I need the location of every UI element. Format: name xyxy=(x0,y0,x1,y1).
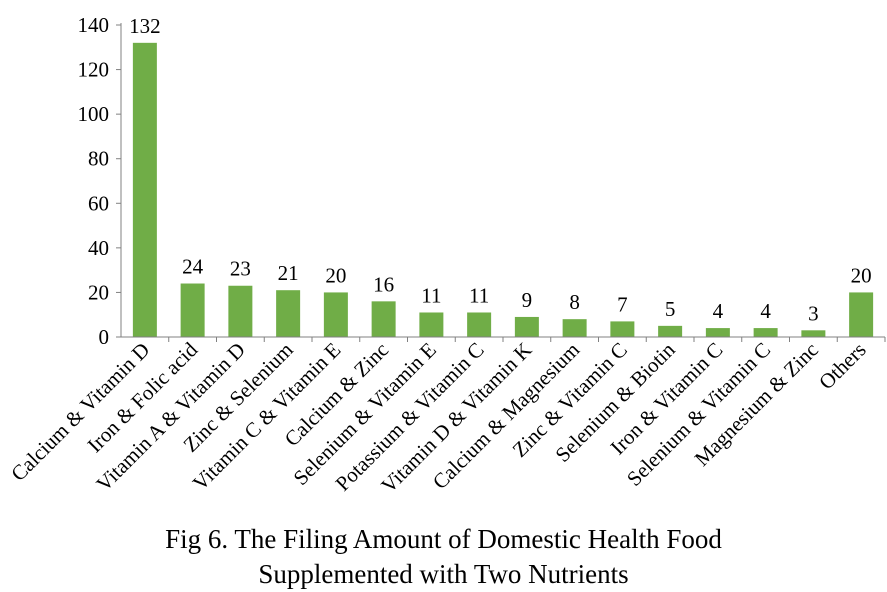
bar xyxy=(276,290,301,337)
y-tick-label: 100 xyxy=(78,102,110,126)
bar xyxy=(180,283,205,337)
bar xyxy=(753,328,778,337)
data-label: 4 xyxy=(713,299,724,323)
bar xyxy=(371,301,396,337)
figure-caption: Fig 6. The Filing Amount of Domestic Hea… xyxy=(0,522,887,592)
y-tick-label: 120 xyxy=(78,58,110,82)
data-label: 11 xyxy=(421,283,441,307)
data-label: 20 xyxy=(851,263,872,287)
bar xyxy=(610,321,635,337)
bar xyxy=(323,292,348,337)
y-tick-label: 80 xyxy=(88,147,109,171)
bars xyxy=(132,42,874,337)
bar xyxy=(132,42,157,337)
y-tick-label: 0 xyxy=(99,325,110,349)
y-tick-label: 20 xyxy=(88,280,109,304)
bar xyxy=(562,319,587,337)
data-label: 21 xyxy=(278,261,299,285)
data-label: 7 xyxy=(617,292,628,316)
bar xyxy=(467,312,492,337)
x-category-label: Others xyxy=(814,338,871,395)
data-label: 132 xyxy=(129,14,161,38)
y-tick-label: 140 xyxy=(78,13,110,37)
data-label: 16 xyxy=(373,272,394,296)
data-label: 4 xyxy=(760,299,771,323)
bar xyxy=(801,330,826,337)
data-labels: 132 24 23 21 20 16 11 11 9 8 7 5 4 4 3 20 xyxy=(129,14,872,325)
data-label: 3 xyxy=(808,301,819,325)
bar xyxy=(419,312,444,337)
bar-chart: 0 20 40 60 80 100 120 140 132 24 23 21 20 16 11 11 9 8 7 5… xyxy=(6,13,886,498)
data-label: 23 xyxy=(230,257,251,281)
y-tick-label: 40 xyxy=(88,236,109,260)
caption-line-2: Supplemented with Two Nutrients xyxy=(258,559,629,589)
y-axis: 0 20 40 60 80 100 120 140 xyxy=(78,13,122,349)
data-label: 20 xyxy=(325,263,346,287)
data-label: 8 xyxy=(569,290,580,314)
bar xyxy=(849,292,874,337)
data-label: 11 xyxy=(469,283,489,307)
bar xyxy=(658,325,683,337)
bar xyxy=(705,328,730,337)
data-label: 5 xyxy=(665,297,676,321)
caption-line-1: Fig 6. The Filing Amount of Domestic Hea… xyxy=(165,524,722,554)
bar xyxy=(228,285,253,337)
y-tick-label: 60 xyxy=(88,191,109,215)
data-label: 9 xyxy=(522,288,533,312)
bar xyxy=(514,316,539,337)
data-label: 24 xyxy=(182,255,204,279)
